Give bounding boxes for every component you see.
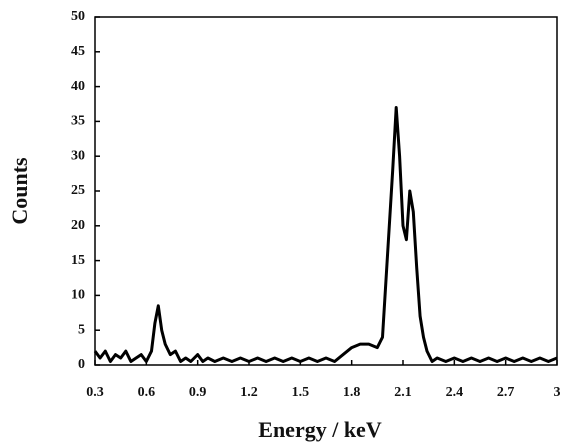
x-tick-label: 0.9	[189, 385, 207, 400]
y-tick-label: 35	[71, 114, 85, 129]
y-tick-label: 5	[78, 322, 85, 337]
y-tick-label: 45	[71, 44, 85, 59]
x-tick-label: 1.8	[343, 385, 361, 400]
y-tick-label: 50	[71, 9, 85, 24]
x-axis-title: Energy / keV	[258, 417, 382, 442]
plot-frame	[94, 16, 558, 366]
y-tick-label: 10	[71, 288, 85, 303]
x-tick-label: 3	[554, 385, 561, 400]
x-tick-label: 2.4	[446, 385, 464, 400]
y-tick-label: 40	[71, 79, 85, 94]
y-tick-label: 20	[71, 218, 85, 233]
y-tick-label: 15	[71, 253, 85, 268]
x-tick-label: 0.6	[138, 385, 156, 400]
x-tick-label: 1.2	[240, 385, 258, 400]
x-tick-label: 1.5	[292, 385, 310, 400]
y-tick-label: 25	[71, 183, 85, 198]
y-tick-label: 0	[78, 357, 85, 372]
x-tick-label: 2.7	[497, 385, 515, 400]
y-axis-title: Counts	[7, 157, 32, 225]
spectrum-line	[93, 106, 558, 363]
x-tick-label: 0.3	[86, 385, 104, 400]
y-tick-label: 30	[71, 148, 85, 163]
x-tick-label: 2.1	[394, 385, 412, 400]
